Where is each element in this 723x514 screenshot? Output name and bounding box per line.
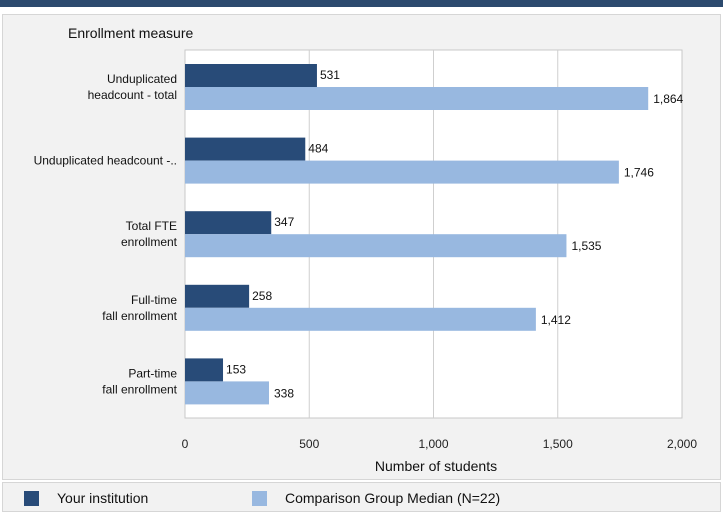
bar-your-institution (185, 358, 224, 382)
bar-your-institution (185, 284, 250, 308)
x-tick-label: 0 (182, 437, 189, 451)
category-label: Total FTE (126, 219, 177, 233)
category-label: Full-time (131, 293, 177, 307)
category-label: enrollment (121, 235, 178, 249)
x-tick-label: 1,500 (543, 437, 573, 451)
data-label-comparison-median: 338 (274, 386, 294, 400)
bar-comparison-median (185, 234, 567, 258)
bar-comparison-median (185, 160, 619, 184)
bar-comparison-median (185, 381, 269, 405)
data-label-your-institution: 258 (252, 289, 272, 303)
data-label-comparison-median: 1,864 (653, 92, 683, 106)
category-label: Unduplicated (107, 72, 177, 86)
data-label-comparison-median: 1,746 (624, 166, 654, 180)
category-label: fall enrollment (102, 382, 177, 396)
category-label: fall enrollment (102, 309, 177, 323)
legend-item-comparison-median: Comparison Group Median (N=22) (252, 489, 500, 507)
legend-item-your-institution: Your institution (24, 489, 148, 507)
category-label: headcount - total (88, 88, 177, 102)
category-axis-title: Enrollment measure (68, 25, 193, 41)
data-label-comparison-median: 1,412 (541, 313, 571, 327)
category-label: Unduplicated headcount -.. (34, 154, 177, 168)
legend: Your institution Comparison Group Median… (2, 482, 721, 512)
legend-label-your-institution: Your institution (57, 490, 149, 506)
bar-your-institution (185, 211, 272, 235)
data-label-your-institution: 153 (226, 362, 246, 376)
x-tick-label: 500 (299, 437, 319, 451)
category-label: Part-time (128, 366, 177, 380)
legend-swatch-your-institution (24, 490, 39, 506)
x-tick-label: 1,000 (418, 437, 448, 451)
data-label-your-institution: 347 (274, 215, 294, 229)
legend-label-comparison-median: Comparison Group Median (N=22) (285, 490, 501, 506)
bar-your-institution (185, 64, 317, 87)
x-tick-label: 2,000 (667, 437, 697, 451)
legend-swatch-comparison-median (252, 490, 267, 506)
data-label-your-institution: 531 (320, 68, 340, 82)
data-label-comparison-median: 1,535 (571, 239, 601, 253)
data-label-your-institution: 484 (308, 142, 328, 156)
header-band (0, 0, 723, 7)
x-axis-title: Number of students (375, 458, 497, 474)
bar-comparison-median (185, 307, 536, 331)
bar-comparison-median (185, 87, 649, 110)
bar-your-institution (185, 137, 306, 161)
